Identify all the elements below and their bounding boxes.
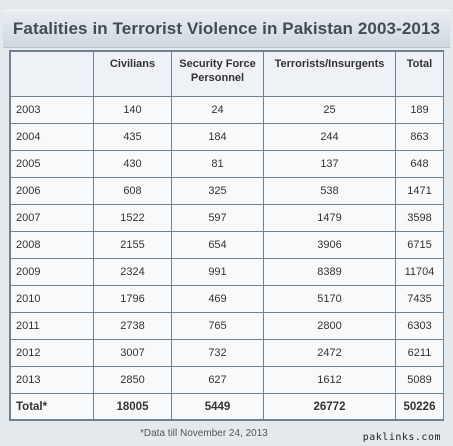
cell-total: 6715 [395,231,444,259]
cell-civilians: 608 [93,177,172,205]
table-row: 2007 1522 597 1479 3598 [10,204,444,232]
cell-civilians: 2738 [93,312,172,340]
cell-civilians: 2850 [93,366,172,394]
header-security-force: Security Force Personnel [171,51,264,97]
table-row: 2013 2850 627 1612 5089 [10,366,444,394]
table-row: 2003 140 24 25 189 [10,96,444,124]
cell-terrorists: 244 [263,123,396,151]
header-total: Total [395,51,444,97]
table-row: 2010 1796 469 5170 7435 [10,285,444,313]
cell-year: 2007 [10,204,94,232]
cell-total: 11704 [395,258,444,286]
cell-year: 2005 [10,150,94,178]
header-terrorists: Terrorists/Insurgents [263,51,396,97]
cell-civilians: 2155 [93,231,172,259]
cell-year: 2013 [10,366,94,394]
cell-civilians: 435 [93,123,172,151]
cell-total: 3598 [395,204,444,232]
cell-year: 2006 [10,177,94,205]
cell-year: 2009 [10,258,94,286]
cell-year: 2003 [10,96,94,124]
cell-terrorists: 538 [263,177,396,205]
total-cell-security-force: 5449 [171,393,264,420]
cell-total: 189 [395,96,444,124]
cell-terrorists: 8389 [263,258,396,286]
cell-year: 2010 [10,285,94,313]
cell-security-force: 991 [171,258,264,286]
table-title: Fatalities in Terrorist Violence in Paki… [3,10,450,48]
cell-total: 5089 [395,366,444,394]
cell-civilians: 430 [93,150,172,178]
fatalities-table: Civilians Security Force Personnel Terro… [9,50,444,421]
total-cell-civilians: 18005 [93,393,172,420]
cell-security-force: 597 [171,204,264,232]
header-row: Civilians Security Force Personnel Terro… [10,51,444,97]
cell-terrorists: 137 [263,150,396,178]
cell-civilians: 3007 [93,339,172,367]
cell-civilians: 1522 [93,204,172,232]
cell-security-force: 654 [171,231,264,259]
table-row: 2009 2324 991 8389 11704 [10,258,444,286]
cell-total: 7435 [395,285,444,313]
table-row: 2004 435 184 244 863 [10,123,444,151]
cell-terrorists: 25 [263,96,396,124]
cell-security-force: 732 [171,339,264,367]
cell-civilians: 2324 [93,258,172,286]
header-civilians: Civilians [93,51,172,97]
cell-total: 863 [395,123,444,151]
table-row: 2012 3007 732 2472 6211 [10,339,444,367]
cell-year: 2011 [10,312,94,340]
table-row: 2011 2738 765 2800 6303 [10,312,444,340]
cell-total: 6211 [395,339,444,367]
watermark: paklinks.com [362,432,441,443]
cell-terrorists: 3906 [263,231,396,259]
cell-security-force: 627 [171,366,264,394]
cell-year: 2012 [10,339,94,367]
total-cell-year: Total* [10,393,94,420]
table-row: 2008 2155 654 3906 6715 [10,231,444,259]
cell-terrorists: 1612 [263,366,396,394]
table-row: 2005 430 81 137 648 [10,150,444,178]
cell-total: 648 [395,150,444,178]
total-row: Total* 18005 5449 26772 50226 [10,393,444,420]
total-cell-total: 50226 [395,393,444,420]
cell-security-force: 24 [171,96,264,124]
cell-total: 6303 [395,312,444,340]
total-cell-terrorists: 26772 [263,393,396,420]
cell-terrorists: 2800 [263,312,396,340]
cell-security-force: 81 [171,150,264,178]
cell-security-force: 184 [171,123,264,151]
cell-security-force: 469 [171,285,264,313]
cell-terrorists: 2472 [263,339,396,367]
cell-security-force: 325 [171,177,264,205]
footnote: *Data till November 24, 2013 [140,428,268,439]
cell-year: 2008 [10,231,94,259]
cell-year: 2004 [10,123,94,151]
cell-security-force: 765 [171,312,264,340]
cell-civilians: 1796 [93,285,172,313]
cell-total: 1471 [395,177,444,205]
header-year [10,51,94,97]
cell-terrorists: 1479 [263,204,396,232]
table-row: 2006 608 325 538 1471 [10,177,444,205]
cell-civilians: 140 [93,96,172,124]
cell-terrorists: 5170 [263,285,396,313]
